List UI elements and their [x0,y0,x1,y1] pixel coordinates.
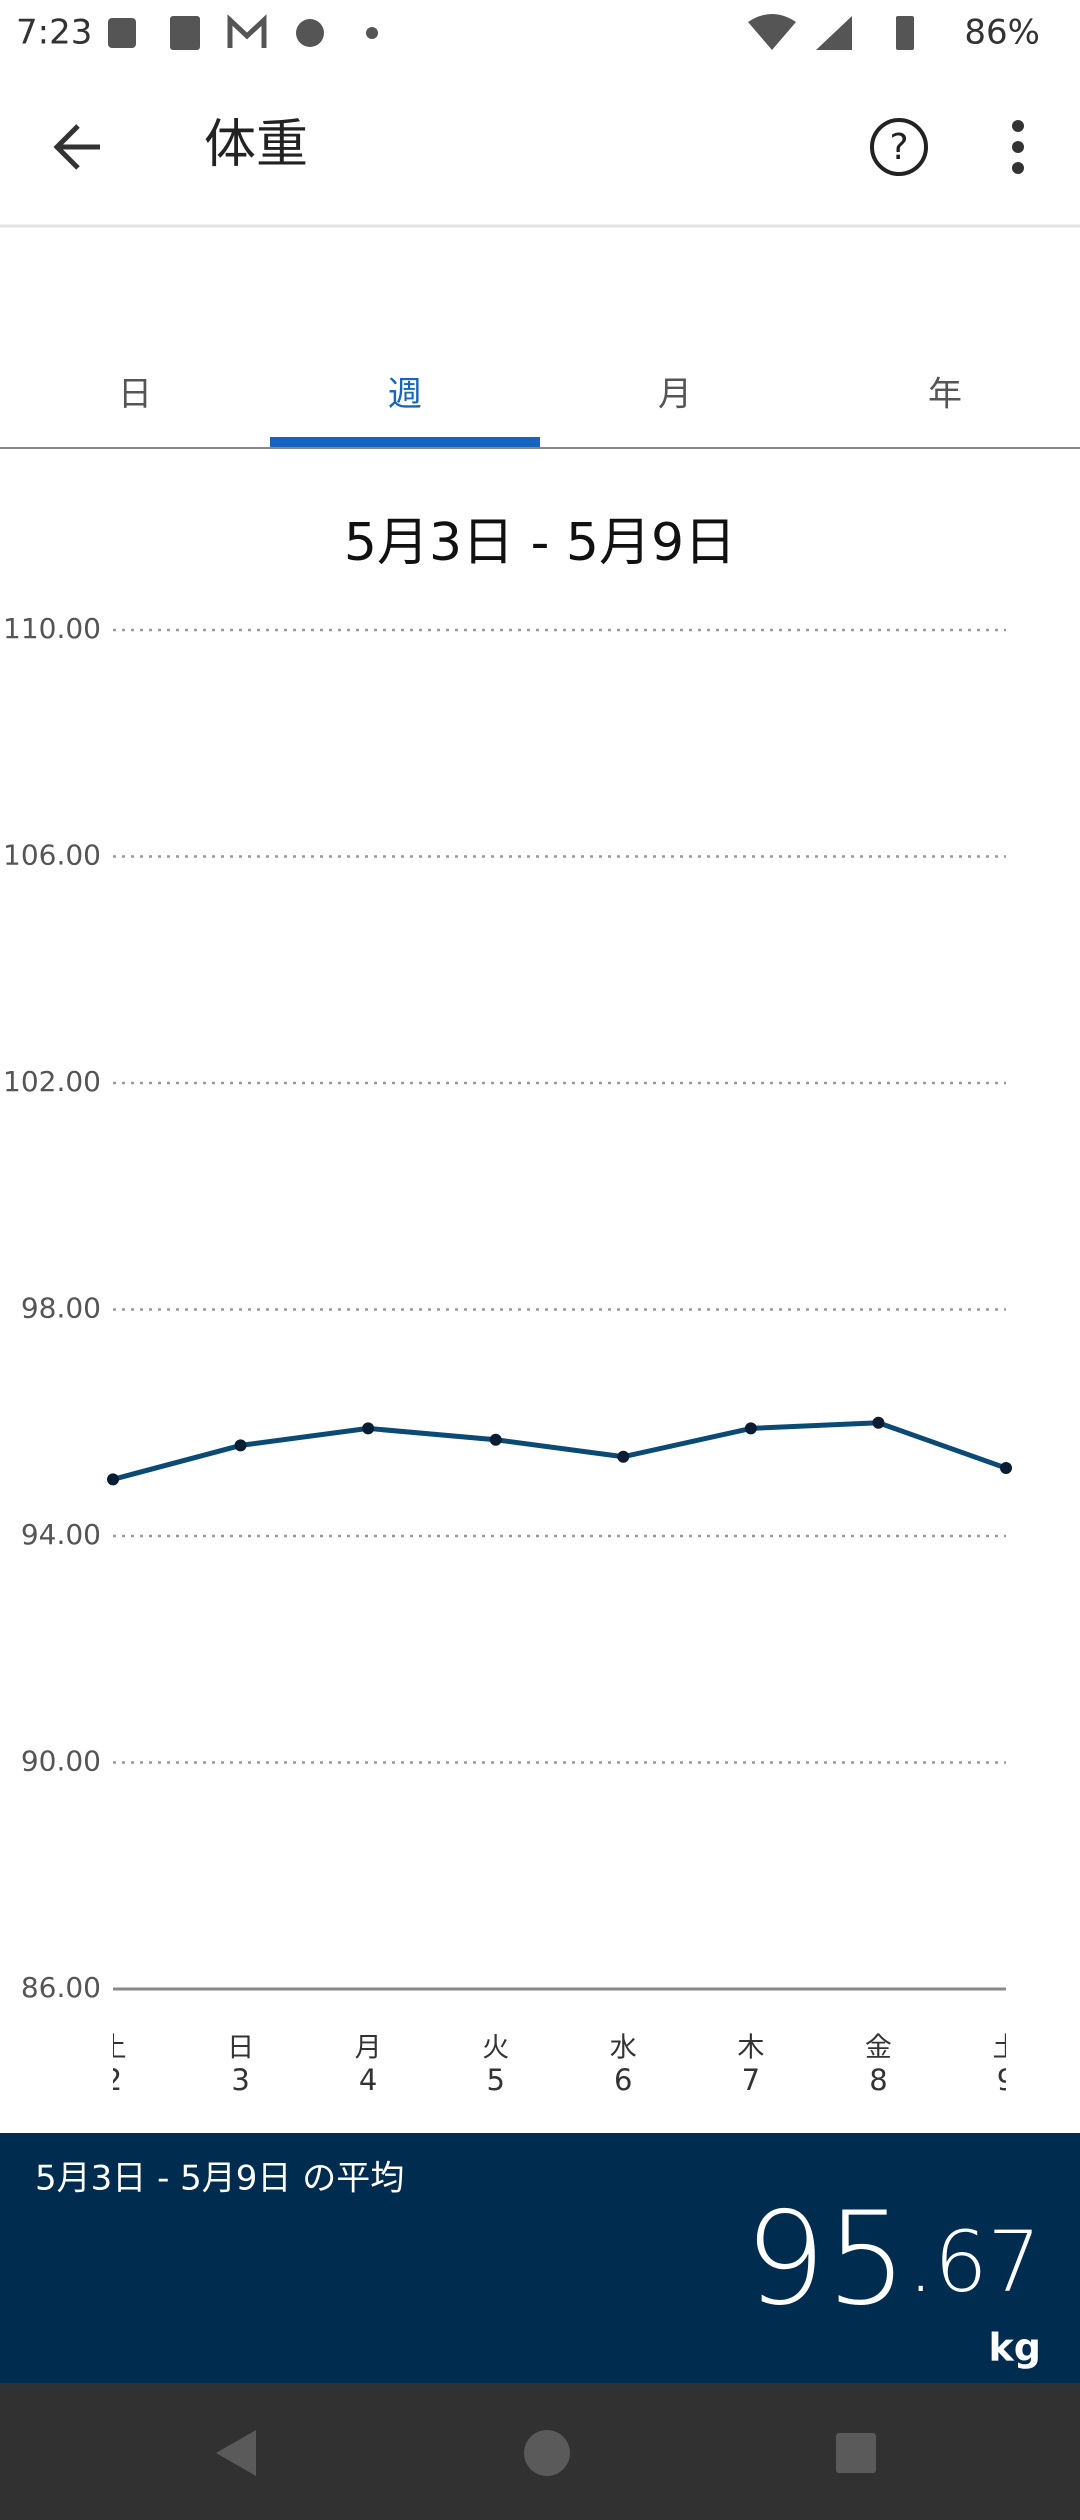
data-point [872,1416,885,1429]
x-tick-label: 4 [359,2063,377,2097]
status-time: 7:23 [16,13,92,53]
y-tick-label: 102.00 [3,1065,101,1098]
chart-title: 5月3日 - 5月9日 [344,513,736,573]
x-tick-label: 9 [997,2063,1015,2097]
svg-text:?: ? [889,127,908,168]
tab-label[interactable]: 月 [658,375,692,415]
x-tick-weekday: 土 [100,2033,127,2064]
x-tick-label: 2 [104,2063,122,2097]
data-point [362,1422,375,1435]
summary-label: 5月3日 - 5月9日 の平均 [35,2159,404,2199]
tab-label[interactable]: 週 [388,375,422,415]
y-tick-label: 110.00 [3,612,101,645]
y-tick-label: 90.00 [21,1745,101,1778]
y-tick-label: 106.00 [3,839,101,872]
status-bar [0,0,1080,68]
x-tick-label: 3 [231,2063,249,2097]
chart: 86.0090.0094.0098.00102.00106.00110.00土2… [3,612,1020,2098]
nav-back[interactable] [216,2430,256,2476]
nav-recents[interactable] [836,2433,876,2473]
data-point [234,1439,247,1452]
data-point [617,1450,630,1463]
y-tick-label: 98.00 [21,1292,101,1325]
tab-indicator [270,437,540,448]
data-point [489,1433,502,1446]
status-icons [108,14,914,50]
x-tick-weekday: 日 [227,2033,254,2064]
app-title: 体重 [204,115,308,175]
x-tick-label: 6 [614,2063,632,2097]
tab-label[interactable]: 日 [118,375,152,415]
summary-value-group: 95.67 [745,2185,1041,2334]
x-tick-weekday: 水 [610,2033,637,2064]
x-tick-weekday: 木 [737,2033,764,2064]
y-tick-label: 86.00 [21,1971,101,2004]
tab-label[interactable]: 年 [928,375,962,415]
y-tick-label: 94.00 [21,1518,101,1551]
data-point [107,1473,119,1486]
tabs: 日週月年 [118,375,962,448]
summary-value: 95.67 [745,2185,1041,2334]
summary-unit: kg [989,2326,1041,2370]
app-bar [0,68,1080,226]
data-line [112,1420,1007,1482]
data-point [744,1422,757,1435]
x-tick-weekday: 土 [993,2033,1020,2064]
summary-panel [0,2133,1080,2383]
x-tick-label: 8 [869,2063,887,2097]
data-point [1000,1462,1012,1475]
status-battery: 86% [964,13,1040,53]
back-button[interactable] [53,124,100,170]
x-tick-weekday: 火 [482,2033,509,2064]
help-button[interactable]: ? [870,118,928,176]
x-tick-label: 5 [486,2063,504,2097]
x-tick-weekday: 月 [355,2033,382,2064]
x-tick-weekday: 金 [865,2033,892,2064]
x-tick-label: 7 [742,2063,760,2097]
more-button[interactable] [1012,120,1024,174]
nav-home[interactable] [524,2430,570,2476]
